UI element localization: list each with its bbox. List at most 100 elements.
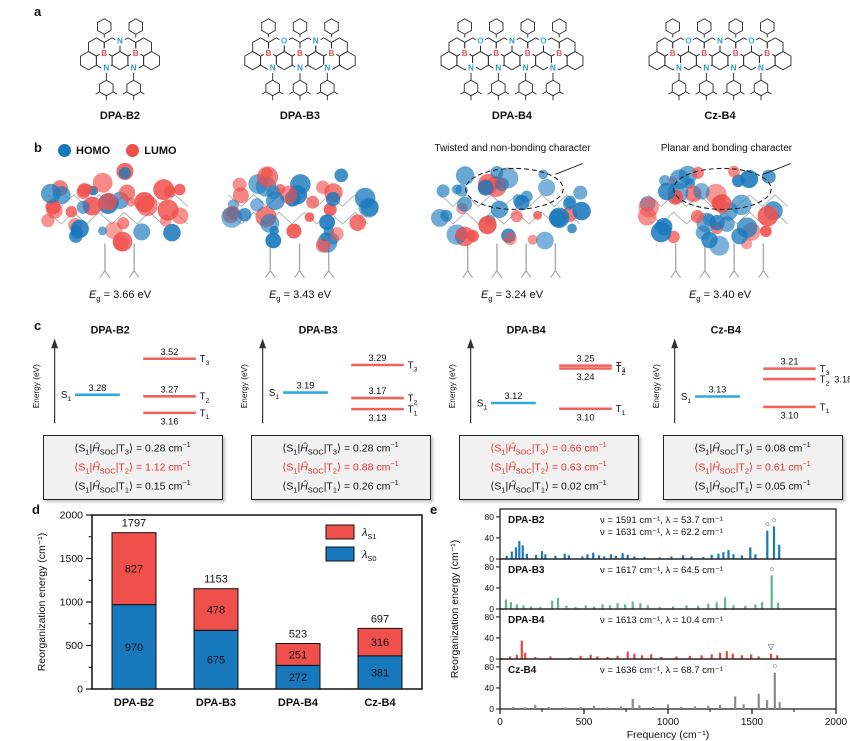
triplet-value: 3.21 [780, 357, 798, 367]
svg-text:B: B [733, 49, 739, 58]
s1-value: 3.12 [504, 391, 522, 401]
mode-bar [761, 602, 764, 609]
svg-text:T2: T2 [408, 393, 418, 406]
triplet-value: 3.25 [576, 354, 594, 364]
mode-bar [567, 555, 570, 559]
svg-text:B: B [462, 49, 468, 58]
triplet-value: 3.52 [160, 347, 178, 357]
soc-matrix-element: ⟨S1|ĤSOC|T1⟩ = 0.26 cm−1 [282, 477, 399, 495]
legend-swatch [325, 546, 355, 562]
s0-value-label: 675 [207, 655, 225, 667]
subplot-title: DPA-B2 [508, 515, 545, 526]
bar-segment-s0 [357, 655, 403, 690]
total-label: 697 [371, 613, 389, 625]
mode-bar [603, 556, 606, 559]
svg-text:N: N [131, 64, 137, 73]
s1-value: 3.28 [88, 383, 106, 393]
y-tick-label: 2000 [60, 510, 84, 522]
svg-text:N: N [103, 64, 109, 73]
y-tick-label: 80 [485, 562, 495, 572]
mode-bar [776, 602, 780, 609]
molecule-drawing: B B B BO N ON N N N [440, 18, 584, 101]
triplet-value: 3.13 [368, 413, 386, 423]
mode-bar [512, 706, 515, 709]
axis-arrow [51, 338, 59, 349]
mode-bar [581, 556, 584, 559]
mode-bar [688, 655, 691, 659]
mode-bar [727, 550, 730, 559]
energy-diagram-DPA-B2: DPA-B2 Energy (eV) S1 3.28 T3 3.52 T2 3.27 T1 3.1… [30, 322, 235, 500]
diagram-title: DPA-B2 [91, 325, 130, 337]
mode-bar [702, 556, 705, 559]
mode-bar [564, 707, 567, 709]
mode-annotation: ν = 1591 cm⁻¹, λ = 53.7 cm⁻¹ [600, 515, 723, 526]
svg-text:O: O [477, 36, 484, 45]
mode-bar [671, 606, 675, 609]
mode-bar [609, 554, 612, 559]
mode-bar [515, 654, 518, 659]
svg-text:S1: S1 [477, 398, 487, 411]
mode-bar [772, 526, 776, 559]
mode-bar [715, 602, 718, 609]
mode-bar [744, 605, 747, 609]
mode-bar [601, 604, 604, 609]
orbital-isosurface [430, 163, 591, 278]
orbital-plot-DPA-B4 [417, 160, 607, 286]
mode-bar [666, 704, 670, 709]
mode-bar [660, 656, 663, 659]
axis-arrow [671, 338, 679, 349]
mode-bar [626, 651, 629, 659]
mode-bar [592, 552, 595, 559]
mode-bar [710, 654, 713, 659]
mode-bar [549, 656, 552, 659]
mode-bar [524, 707, 527, 709]
svg-text:O: O [540, 36, 547, 45]
soc-matrix-element: ⟨S1|ĤSOC|T1⟩ = 0.15 cm−1 [74, 477, 191, 495]
axis-arrow [259, 338, 267, 349]
soc-box-DPA-B2: ⟨S1|ĤSOC|T3⟩ = 0.28 cm−1 ⟨S1|ĤSOC|T2⟩ = 1… [42, 435, 223, 500]
x-tick-label: 1500 [741, 717, 764, 728]
svg-text:S1: S1 [681, 392, 691, 405]
category-label: DPA-B4 [278, 697, 319, 709]
legend-label: λS1 [361, 527, 377, 541]
mode-bar [754, 604, 757, 609]
state-energy-diagram: DPA-B3 Energy (eV) S1 3.19 T3 3.29 T2 3.17 T1 3.1… [240, 325, 418, 424]
mode-bar [520, 640, 523, 659]
mode-bar [514, 547, 518, 559]
mode-bar [707, 603, 710, 609]
mode-bar [732, 554, 735, 559]
energy-diagram-Cz-B4: Cz-B4 Energy (eV) S1 3.13 T3 3.21 T2 3.18 T1 3.10… [650, 322, 850, 500]
svg-text:T3: T3 [408, 360, 418, 373]
mode-bar [539, 606, 542, 609]
subplot-title: Cz-B4 [508, 665, 537, 676]
mode-bar [776, 655, 779, 659]
svg-text:T1: T1 [616, 404, 626, 417]
mode-bar [633, 556, 636, 559]
total-label: 523 [289, 628, 307, 640]
mode-bar [643, 556, 646, 559]
mode-bar [584, 605, 587, 609]
s0-value-label: 272 [289, 672, 307, 684]
mode-annotation: ν = 1613 cm⁻¹, λ = 10.4 cm⁻¹ [600, 615, 723, 626]
spectrum-DPA-B4: 0 40 80 ▽ DPA-B4 ν = 1613 cm⁻¹, λ = 10.4 cm⁻¹ [485, 608, 837, 664]
mode-annotation: ν = 1617 cm⁻¹, λ = 64.5 cm⁻¹ [600, 565, 723, 576]
svg-text:T2: T2 [820, 374, 830, 387]
svg-text:T1: T1 [200, 408, 210, 421]
y-tick-label: 80 [485, 512, 495, 522]
mode-bar [724, 597, 727, 609]
state-energy-diagram: Cz-B4 Energy (eV) S1 3.13 T3 3.21 T2 3.18 T1 3.10 [652, 325, 850, 424]
mode-bar [651, 706, 654, 709]
svg-text:B: B [266, 49, 272, 58]
peak-marker: ○ [769, 564, 774, 573]
svg-text:N: N [297, 64, 303, 73]
svg-text:B: B [764, 49, 770, 58]
total-label: 1153 [204, 574, 228, 586]
y-tick-label: 0 [77, 684, 83, 696]
svg-text:N: N [495, 64, 501, 73]
triplet-value: 3.27 [160, 384, 178, 394]
mode-bar [534, 656, 537, 659]
y-tick-label: 0 [489, 604, 494, 614]
mode-bar [535, 554, 538, 559]
s0-value-label: 970 [125, 642, 143, 654]
